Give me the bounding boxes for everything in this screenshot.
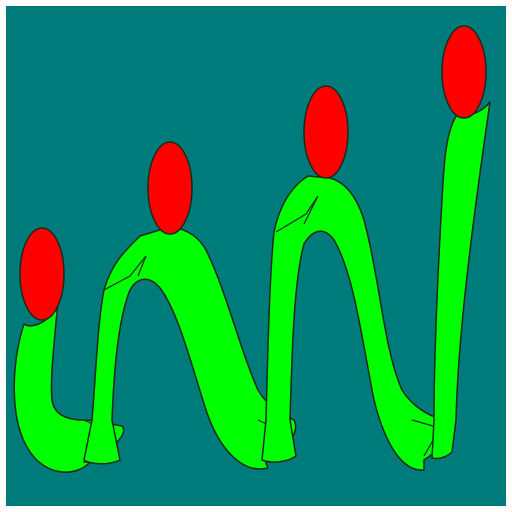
figure-4-body bbox=[431, 101, 491, 460]
figure-1-head bbox=[19, 227, 65, 321]
figure-3-fold-upper bbox=[275, 195, 319, 233]
figure-2-body bbox=[83, 226, 297, 470]
figure-2-head bbox=[147, 141, 193, 235]
figure-2-fold-upper bbox=[103, 255, 147, 291]
figure-3-body bbox=[261, 175, 450, 471]
figure-3-head bbox=[303, 85, 349, 179]
figure-4-head bbox=[441, 25, 487, 119]
